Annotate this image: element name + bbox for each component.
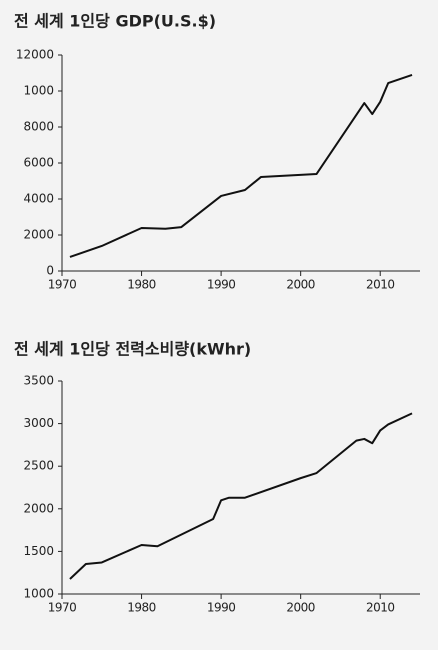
x-tick-label: 1970 (48, 278, 77, 292)
y-tick-label: 2000 (23, 228, 54, 242)
chart-title: 전 세계 1인당 전력소비량(kWhr) (14, 340, 251, 359)
y-tick-label: 3500 (23, 374, 54, 388)
x-tick-label: 2010 (366, 278, 395, 292)
data-line (69, 412, 413, 580)
x-tick-label: 2010 (366, 601, 395, 615)
y-tick-label: 0 (46, 264, 54, 278)
y-tick-label: 1500 (23, 544, 54, 558)
y-tick-label: 4000 (23, 192, 54, 206)
y-tick-label: 12000 (16, 48, 54, 62)
x-tick-label: 2000 (286, 278, 315, 292)
y-tick-label: 8000 (23, 120, 54, 134)
x-tick-label: 1980 (127, 601, 156, 615)
data-line (69, 74, 413, 258)
x-tick-label: 1970 (48, 601, 77, 615)
y-tick-label: 2000 (23, 501, 54, 515)
y-tick-label: 2500 (23, 459, 54, 473)
y-tick-label: 1000 (23, 84, 54, 98)
chart-title: 전 세계 1인당 GDP(U.S.$) (14, 12, 216, 31)
x-tick-label: 2000 (286, 601, 315, 615)
x-tick-label: 1990 (207, 601, 236, 615)
y-tick-label: 6000 (23, 156, 54, 170)
y-tick-label: 1000 (23, 587, 54, 601)
x-tick-label: 1990 (207, 278, 236, 292)
x-tick-label: 1980 (127, 278, 156, 292)
y-tick-label: 3000 (23, 416, 54, 430)
